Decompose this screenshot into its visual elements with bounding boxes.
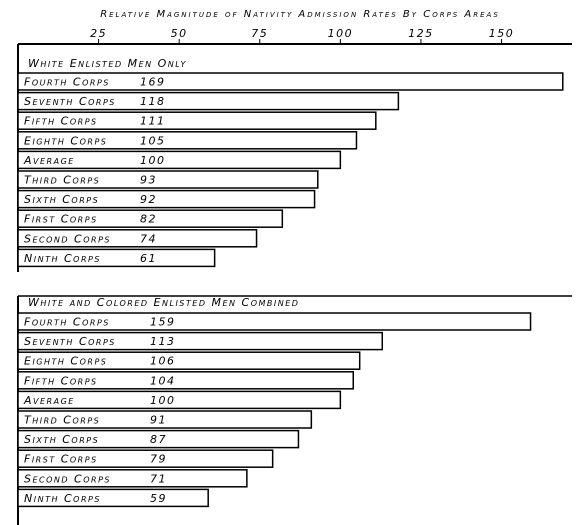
value-label: 59 (150, 492, 167, 505)
category-label: First Corps (24, 213, 98, 226)
category-label: Sixth Corps (24, 433, 99, 446)
category-label: Sixth Corps (24, 193, 99, 206)
value-label: 61 (140, 252, 157, 265)
value-label: 111 (140, 115, 166, 128)
x-tick-label: 25 (90, 27, 107, 40)
bar (17, 351, 361, 370)
value-label: 113 (150, 335, 176, 348)
chart-title: Relative Magnitude of Nativity Admission… (100, 9, 500, 20)
value-label: 169 (140, 76, 166, 89)
bar (17, 331, 384, 351)
category-label: Fifth Corps (24, 374, 98, 387)
category-label: Third Corps (24, 414, 100, 427)
value-label: 106 (150, 355, 176, 368)
value-label: 105 (140, 134, 166, 147)
bar (17, 469, 248, 488)
bar (17, 371, 354, 390)
bar (17, 170, 319, 189)
bar (17, 410, 313, 429)
bar (17, 131, 358, 150)
bar (17, 449, 274, 468)
bar (17, 111, 377, 130)
category-label: Fifth Corps (24, 115, 98, 128)
category-label: Eighth Corps (24, 355, 107, 368)
value-label: 93 (140, 174, 157, 187)
value-label: 74 (140, 232, 157, 245)
category-label: First Corps (24, 453, 98, 466)
bar (17, 150, 342, 170)
bar (17, 488, 209, 508)
value-label: 92 (140, 193, 157, 206)
bar (17, 209, 284, 228)
category-label: Third Corps (24, 174, 100, 187)
value-label: 100 (140, 154, 166, 167)
bar (17, 72, 564, 91)
category-label: Fourth Corps (24, 76, 110, 89)
category-label: Ninth Corps (24, 492, 101, 505)
category-label: Fourth Corps (24, 316, 110, 329)
category-label: Second Corps (24, 232, 111, 245)
value-label: 79 (150, 453, 167, 466)
category-label: Seventh Corps (24, 95, 116, 108)
bar (17, 312, 532, 331)
value-label: 159 (150, 316, 176, 329)
panel-title: White and Colored Enlisted Men Combined (28, 296, 299, 309)
bar (17, 91, 400, 111)
x-tick-label: 100 (328, 27, 354, 40)
category-label: Second Corps (24, 472, 111, 485)
bar (17, 229, 258, 248)
value-label: 118 (140, 95, 166, 108)
category-label: Average (23, 154, 75, 167)
value-label: 100 (150, 394, 176, 407)
bar (17, 390, 342, 410)
bar (17, 189, 316, 209)
x-tick-label: 75 (251, 27, 268, 40)
category-label: Eighth Corps (24, 134, 107, 147)
value-label: 71 (150, 472, 167, 485)
x-tick-label: 150 (489, 27, 515, 40)
x-tick-label: 125 (408, 27, 434, 40)
category-label: Ninth Corps (24, 252, 101, 265)
value-label: 87 (150, 433, 167, 446)
bar (17, 248, 216, 268)
x-tick-label: 50 (171, 27, 188, 40)
panel-title: White Enlisted Men Only (28, 57, 187, 70)
category-label: Seventh Corps (24, 335, 116, 348)
value-label: 82 (140, 213, 157, 226)
value-label: 91 (150, 414, 167, 427)
bar (17, 429, 300, 449)
category-label: Average (23, 394, 75, 407)
value-label: 104 (150, 374, 176, 387)
